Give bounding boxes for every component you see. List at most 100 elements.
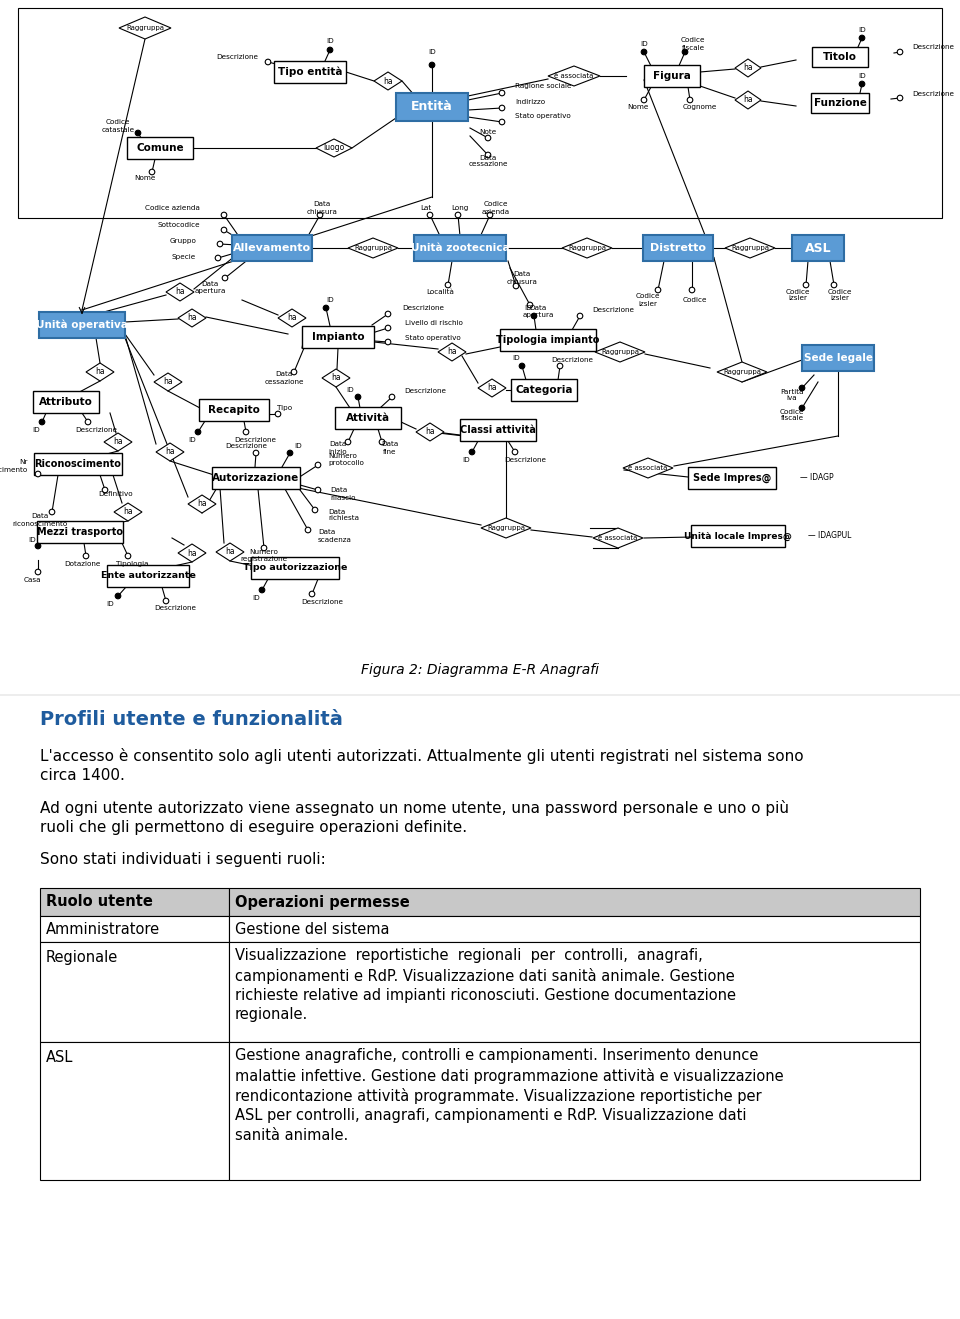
Polygon shape [104, 433, 132, 451]
Text: Figura: Figura [653, 71, 691, 80]
Text: Lat: Lat [420, 204, 432, 211]
Text: Recapito: Recapito [208, 405, 260, 415]
Bar [812, 47, 868, 67]
Text: Data
cessazione: Data cessazione [468, 154, 508, 168]
Text: Long: Long [451, 204, 468, 211]
Text: — IDAGP: — IDAGP [800, 474, 833, 483]
Text: ID: ID [294, 443, 301, 448]
Circle shape [859, 36, 865, 41]
Circle shape [163, 599, 169, 604]
Text: — IDAGPUL: — IDAGPUL [808, 532, 852, 541]
Text: Operazioni permesse: Operazioni permesse [235, 894, 410, 910]
Text: Titolo: Titolo [823, 51, 857, 62]
Polygon shape [735, 91, 761, 109]
Circle shape [655, 288, 660, 293]
Text: Descrizione: Descrizione [216, 54, 258, 59]
Bar [34, 452, 122, 475]
Text: Definitivo: Definitivo [99, 491, 133, 497]
Circle shape [799, 385, 804, 390]
Circle shape [327, 47, 333, 53]
Text: Attributo: Attributo [39, 397, 93, 408]
Text: Data
apertura: Data apertura [194, 281, 226, 294]
Circle shape [222, 276, 228, 281]
Circle shape [683, 49, 687, 55]
Text: è associata: è associata [554, 73, 593, 79]
Bar [643, 235, 713, 261]
Circle shape [859, 82, 865, 87]
Text: ID: ID [326, 297, 334, 303]
Text: ID: ID [512, 355, 520, 361]
Text: Funzione: Funzione [813, 98, 867, 108]
Polygon shape [735, 59, 761, 77]
Text: Sono stati individuati i seguenti ruoli:: Sono stati individuati i seguenti ruoli: [40, 852, 325, 867]
Text: Nome: Nome [134, 175, 156, 181]
Circle shape [312, 508, 318, 513]
Text: Allevamento: Allevamento [233, 243, 311, 253]
Text: ID: ID [640, 41, 648, 47]
Bar [302, 326, 374, 348]
Circle shape [499, 90, 505, 96]
Text: Sede legale: Sede legale [804, 353, 873, 363]
Circle shape [215, 255, 221, 261]
Bar [40, 888, 229, 915]
Circle shape [36, 543, 40, 549]
Text: ha: ha [123, 508, 132, 517]
Circle shape [324, 305, 328, 311]
Text: ID: ID [858, 73, 866, 79]
Text: Tipologia impianto: Tipologia impianto [496, 335, 600, 346]
Polygon shape [725, 237, 775, 259]
Circle shape [527, 302, 533, 307]
Text: luogo: luogo [324, 144, 345, 153]
Bar [107, 565, 189, 587]
Text: Tipologia: Tipologia [116, 561, 148, 567]
Text: Data
riconoscimento: Data riconoscimento [12, 513, 67, 526]
Circle shape [217, 241, 223, 247]
Circle shape [253, 450, 259, 456]
Bar [229, 942, 920, 1042]
Polygon shape [156, 443, 184, 462]
Circle shape [531, 313, 537, 319]
Circle shape [261, 545, 267, 551]
Text: Unità operativa: Unità operativa [36, 319, 128, 330]
Text: Descrizione: Descrizione [402, 305, 444, 311]
Text: Autorizzazione: Autorizzazione [212, 474, 300, 483]
Text: Raggruppa: Raggruppa [568, 245, 606, 251]
Circle shape [427, 212, 433, 218]
Text: Codice: Codice [683, 297, 708, 303]
Text: ha: ha [331, 373, 341, 383]
Text: Distretto: Distretto [650, 243, 706, 253]
Polygon shape [438, 343, 466, 361]
Circle shape [287, 450, 293, 456]
Bar [40, 915, 229, 942]
Circle shape [577, 313, 583, 319]
Polygon shape [188, 495, 216, 513]
Text: Tipo: Tipo [277, 405, 293, 412]
Circle shape [125, 553, 131, 559]
Bar [688, 467, 776, 489]
Text: ID: ID [32, 427, 40, 433]
Polygon shape [154, 373, 182, 390]
Polygon shape [216, 543, 244, 561]
Text: Descrizione: Descrizione [404, 388, 446, 394]
Text: Descrizione: Descrizione [504, 456, 546, 463]
Text: Codice
izsler: Codice izsler [636, 294, 660, 306]
Circle shape [429, 62, 435, 67]
Text: Descrizione: Descrizione [592, 307, 634, 313]
Text: Impianto: Impianto [312, 332, 364, 342]
Circle shape [36, 570, 40, 575]
Text: Descrizione: Descrizione [551, 357, 593, 363]
Text: ID: ID [188, 437, 196, 443]
Circle shape [689, 288, 695, 293]
Circle shape [485, 152, 491, 158]
Text: ID: ID [428, 49, 436, 55]
Text: Profili utente e funzionalità: Profili utente e funzionalità [40, 710, 343, 729]
Circle shape [799, 405, 804, 410]
Text: Note: Note [479, 129, 496, 135]
Bar [229, 888, 920, 915]
Text: Gestione del sistema: Gestione del sistema [235, 922, 390, 936]
Text: ASL: ASL [46, 1050, 73, 1064]
Polygon shape [278, 309, 306, 327]
Bar [251, 557, 339, 579]
Bar [33, 390, 99, 413]
Circle shape [831, 282, 837, 288]
